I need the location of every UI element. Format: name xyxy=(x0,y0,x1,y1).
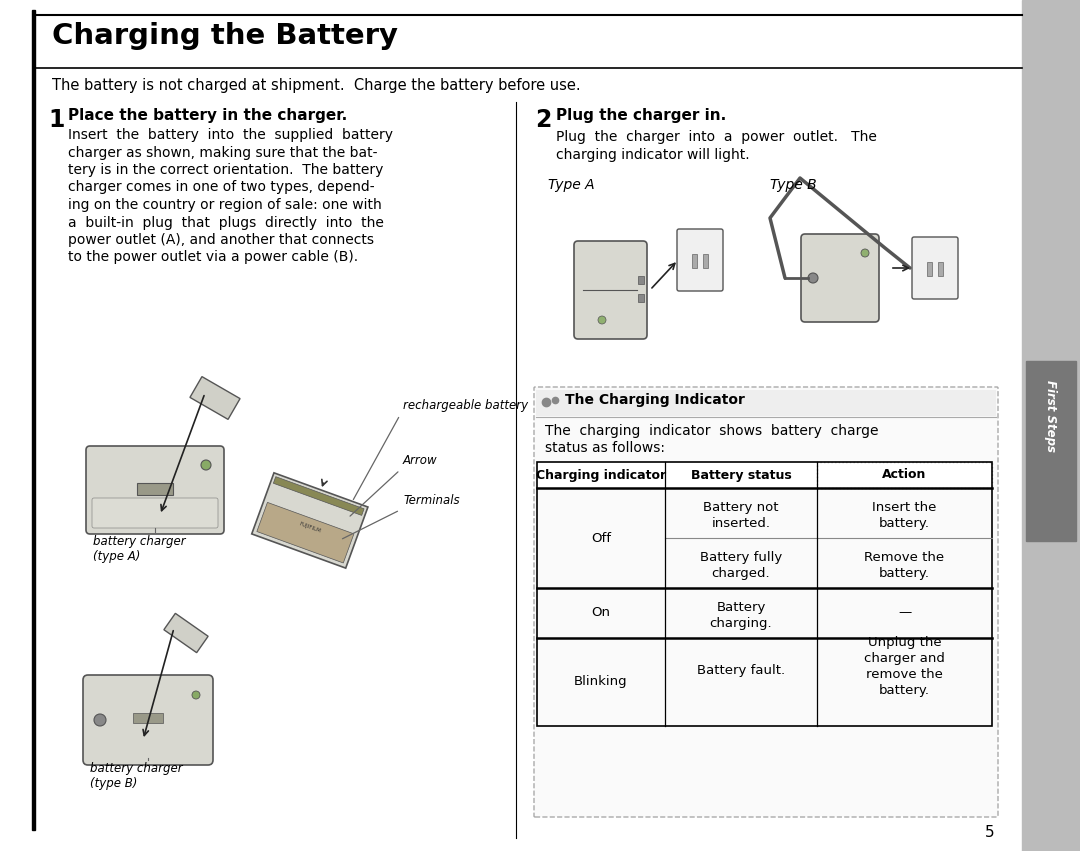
Bar xyxy=(692,254,697,268)
Text: The  charging  indicator  shows  battery  charge: The charging indicator shows battery cha… xyxy=(545,424,878,438)
Polygon shape xyxy=(273,477,364,516)
FancyBboxPatch shape xyxy=(534,387,998,817)
Text: charging indicator will light.: charging indicator will light. xyxy=(556,148,750,162)
FancyBboxPatch shape xyxy=(912,237,958,299)
Text: battery.: battery. xyxy=(879,567,930,580)
Bar xyxy=(638,294,644,302)
FancyBboxPatch shape xyxy=(801,234,879,322)
Text: (type B): (type B) xyxy=(90,777,137,790)
Text: charger comes in one of two types, depend-: charger comes in one of two types, depen… xyxy=(68,180,375,195)
Text: charged.: charged. xyxy=(712,567,770,580)
Bar xyxy=(1026,361,1076,541)
Text: rechargeable battery: rechargeable battery xyxy=(403,399,528,412)
Bar xyxy=(536,390,996,416)
FancyBboxPatch shape xyxy=(92,498,218,528)
Circle shape xyxy=(598,316,606,324)
Text: tery is in the correct orientation.  The battery: tery is in the correct orientation. The … xyxy=(68,163,383,177)
Text: Battery fully: Battery fully xyxy=(700,551,782,564)
Text: 1: 1 xyxy=(48,108,65,132)
Text: Insert the: Insert the xyxy=(873,501,936,514)
Text: charger as shown, making sure that the bat-: charger as shown, making sure that the b… xyxy=(68,146,378,159)
Text: Battery not: Battery not xyxy=(703,501,779,514)
Text: a  built-in  plug  that  plugs  directly  into  the: a built-in plug that plugs directly into… xyxy=(68,215,383,230)
Text: Charging the Battery: Charging the Battery xyxy=(52,22,399,50)
Circle shape xyxy=(808,273,818,283)
Text: battery charger: battery charger xyxy=(90,762,183,775)
Text: First Steps: First Steps xyxy=(1044,380,1057,452)
Text: inserted.: inserted. xyxy=(712,517,770,530)
Text: The Charging Indicator: The Charging Indicator xyxy=(565,393,745,407)
Bar xyxy=(638,276,644,284)
Bar xyxy=(537,462,993,488)
Text: Type B: Type B xyxy=(770,178,816,192)
Bar xyxy=(703,254,708,268)
Text: battery charger: battery charger xyxy=(93,535,186,548)
FancyBboxPatch shape xyxy=(677,229,723,291)
Text: remove the: remove the xyxy=(866,668,943,681)
Text: Action: Action xyxy=(882,469,927,482)
Text: —: — xyxy=(897,607,912,620)
Text: On: On xyxy=(592,607,610,620)
Polygon shape xyxy=(164,614,208,653)
Text: Battery status: Battery status xyxy=(690,469,792,482)
Text: 5: 5 xyxy=(985,825,995,840)
Circle shape xyxy=(94,714,106,726)
Text: Remove the: Remove the xyxy=(864,551,945,564)
Text: 2: 2 xyxy=(535,108,552,132)
Bar xyxy=(537,462,993,726)
Text: status as follows:: status as follows: xyxy=(545,441,665,455)
Text: Plug the charger in.: Plug the charger in. xyxy=(556,108,726,123)
Bar xyxy=(816,462,993,488)
Text: power outlet (A), and another that connects: power outlet (A), and another that conne… xyxy=(68,233,374,247)
Bar xyxy=(137,483,173,495)
Text: Type A: Type A xyxy=(548,178,595,192)
Text: Plug  the  charger  into  a  power  outlet.   The: Plug the charger into a power outlet. Th… xyxy=(556,130,877,144)
Text: Unplug the: Unplug the xyxy=(867,636,942,649)
FancyBboxPatch shape xyxy=(86,446,224,534)
Bar xyxy=(32,10,35,830)
Text: (type A): (type A) xyxy=(93,550,140,563)
FancyBboxPatch shape xyxy=(83,675,213,765)
Text: ing on the country or region of sale: one with: ing on the country or region of sale: on… xyxy=(68,198,381,212)
Polygon shape xyxy=(257,502,354,563)
Text: Battery: Battery xyxy=(716,601,766,614)
Bar xyxy=(927,262,932,276)
Bar xyxy=(133,713,163,723)
FancyBboxPatch shape xyxy=(573,241,647,339)
Text: charger and: charger and xyxy=(864,652,945,665)
Text: Terminals: Terminals xyxy=(403,494,460,507)
Polygon shape xyxy=(252,473,368,568)
Text: Charging indicator: Charging indicator xyxy=(536,469,666,482)
Text: Battery fault.: Battery fault. xyxy=(697,664,785,677)
Text: Place the battery in the charger.: Place the battery in the charger. xyxy=(68,108,348,123)
Polygon shape xyxy=(190,377,240,420)
Text: FUJIFILM: FUJIFILM xyxy=(298,522,322,534)
Text: Off: Off xyxy=(591,532,611,545)
Text: Blinking: Blinking xyxy=(575,676,627,688)
Text: Insert  the  battery  into  the  supplied  battery: Insert the battery into the supplied bat… xyxy=(68,128,393,142)
Circle shape xyxy=(861,249,869,257)
Text: charging.: charging. xyxy=(710,617,772,630)
Text: battery.: battery. xyxy=(879,517,930,530)
Bar xyxy=(1022,0,1080,851)
Text: battery.: battery. xyxy=(879,684,930,697)
Text: to the power outlet via a power cable (B).: to the power outlet via a power cable (B… xyxy=(68,250,359,265)
Circle shape xyxy=(201,460,211,470)
Text: Arrow: Arrow xyxy=(403,454,437,467)
Circle shape xyxy=(192,691,200,699)
Text: The battery is not charged at shipment.  Charge the battery before use.: The battery is not charged at shipment. … xyxy=(52,78,581,93)
Bar xyxy=(939,262,943,276)
